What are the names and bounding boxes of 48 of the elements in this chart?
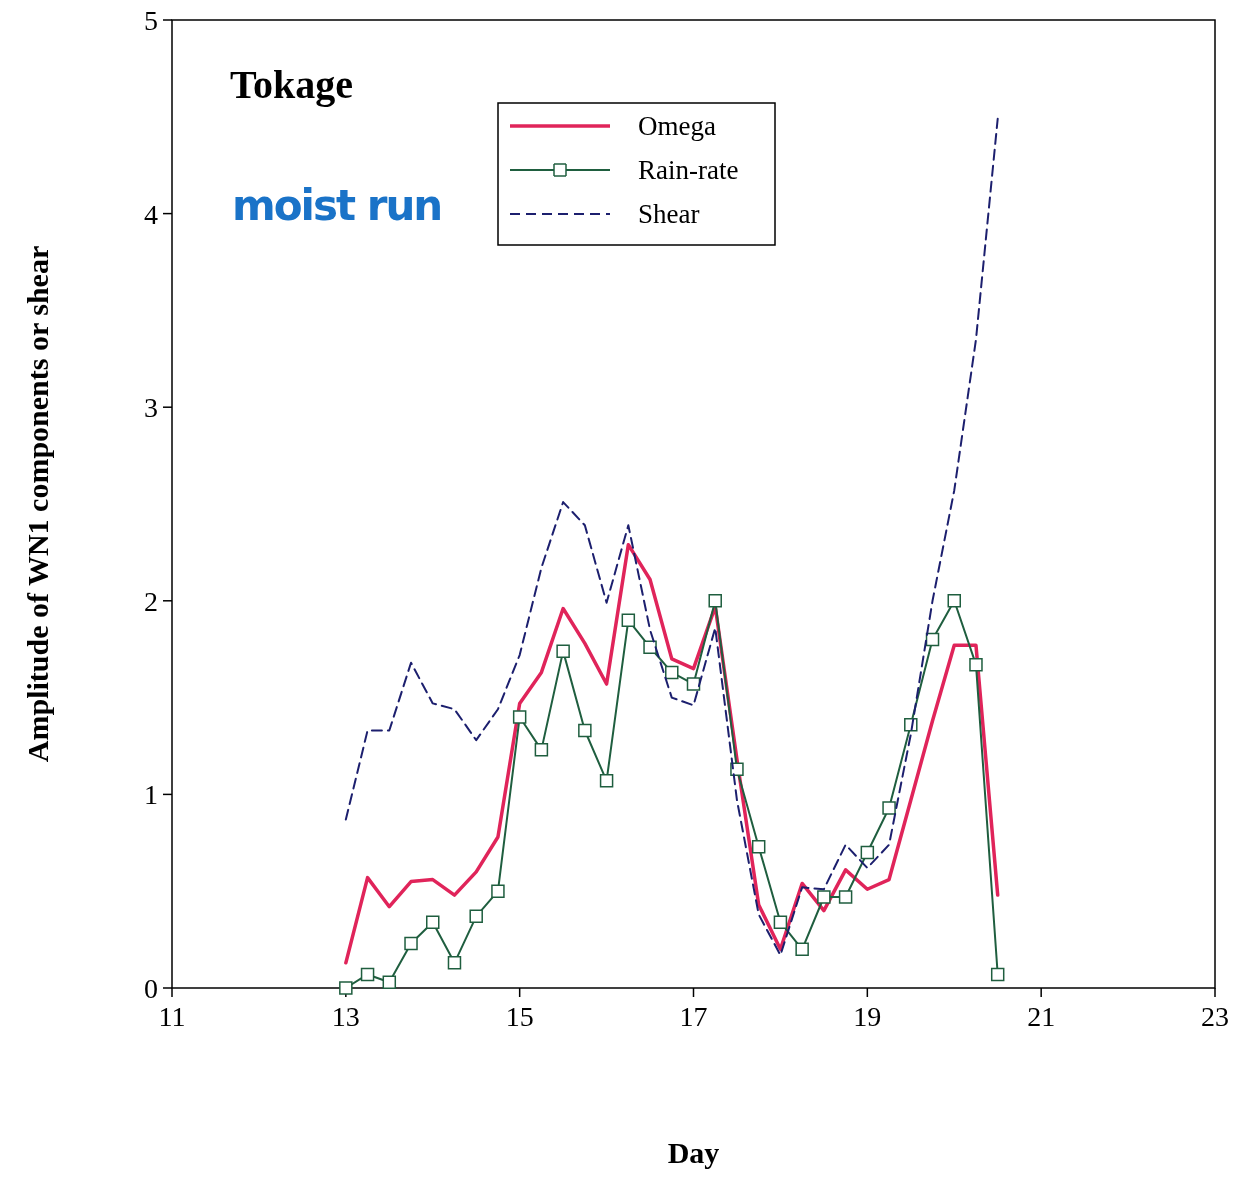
x-tick-label: 23 bbox=[1201, 1001, 1229, 1032]
point bbox=[382, 975, 397, 989]
x-tick-label: 11 bbox=[158, 1001, 186, 1032]
point bbox=[578, 723, 592, 738]
point bbox=[339, 981, 353, 995]
y-tick-label: 5 bbox=[144, 5, 158, 36]
y-tick-label: 2 bbox=[144, 585, 158, 617]
legend-label: Rain-rate bbox=[638, 155, 739, 185]
legend-label: Omega bbox=[638, 111, 716, 141]
point bbox=[491, 884, 505, 898]
y-tick-label: 0 bbox=[144, 973, 158, 1004]
point bbox=[534, 743, 549, 757]
point bbox=[838, 890, 853, 904]
x-tick-label: 21 bbox=[1027, 1001, 1056, 1032]
point bbox=[447, 956, 462, 970]
x-tick-label: 19 bbox=[853, 1001, 882, 1032]
point bbox=[751, 839, 766, 854]
point bbox=[599, 774, 614, 788]
y-tick-label: 1 bbox=[144, 779, 158, 811]
y-tick-label: 4 bbox=[144, 198, 158, 230]
y-axis-title: Amplitude of WN1 components or shear bbox=[21, 245, 54, 763]
legend-label: Shear bbox=[638, 199, 700, 229]
x-axis-title: Day bbox=[667, 1136, 720, 1169]
point bbox=[860, 845, 875, 860]
text: Tokage bbox=[230, 62, 354, 107]
point bbox=[404, 936, 418, 951]
annotation: moist run bbox=[232, 181, 442, 230]
x-tick-label: 17 bbox=[679, 1001, 708, 1032]
point bbox=[556, 644, 570, 658]
point bbox=[360, 967, 375, 982]
point bbox=[990, 967, 1005, 982]
point bbox=[795, 942, 809, 957]
point bbox=[708, 594, 722, 608]
point bbox=[621, 613, 636, 627]
point bbox=[773, 915, 788, 929]
x-tick-label: 15 bbox=[505, 1001, 534, 1032]
x-tick-label: 13 bbox=[331, 1001, 360, 1032]
point bbox=[969, 657, 983, 672]
point bbox=[882, 801, 896, 815]
point bbox=[512, 710, 527, 724]
point bbox=[426, 915, 440, 929]
y-tick-label: 3 bbox=[144, 392, 158, 424]
point bbox=[469, 909, 483, 924]
point bbox=[643, 640, 657, 655]
point bbox=[947, 594, 961, 608]
point bbox=[665, 665, 679, 680]
point bbox=[686, 677, 701, 691]
point bbox=[817, 890, 831, 904]
